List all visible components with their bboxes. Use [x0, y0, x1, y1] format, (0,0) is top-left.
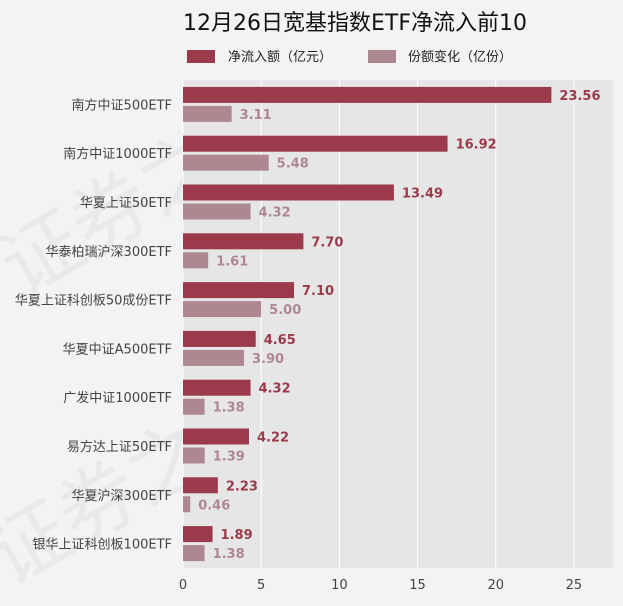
bar-net-inflow — [183, 86, 552, 103]
bar-share-change — [183, 105, 232, 122]
value-label: 3.90 — [252, 352, 284, 367]
legend-label-net-inflow: 净流入额（亿元） — [228, 50, 332, 65]
value-label: 4.32 — [259, 206, 291, 221]
value-label: 3.11 — [240, 108, 272, 123]
value-label: 1.38 — [213, 547, 245, 562]
x-tick-label: 20 — [487, 578, 504, 593]
category-label: 华夏中证A500ETF — [63, 342, 172, 357]
bar-share-change — [183, 496, 191, 513]
bar-net-inflow — [183, 526, 213, 543]
value-label: 5.48 — [277, 157, 309, 172]
value-label: 7.10 — [302, 284, 334, 299]
bar-share-change — [183, 398, 205, 415]
category-label: 华夏上证50ETF — [80, 196, 172, 211]
bar-net-inflow — [183, 428, 249, 445]
category-label: 易方达上证50ETF — [67, 439, 172, 455]
value-label: 5.00 — [269, 303, 301, 318]
category-labels: 南方中证500ETF 南方中证1000ETF 华夏上证50ETF 华泰柏瑞沪深300E… — [15, 97, 172, 552]
value-label: 4.32 — [259, 382, 291, 397]
bar-share-change — [183, 447, 205, 464]
bar-share-change — [183, 252, 209, 269]
legend: 净流入额（亿元） 份额变化（亿份） — [187, 49, 512, 65]
value-label: 1.89 — [221, 528, 253, 543]
legend-swatch-share-change — [368, 50, 396, 63]
bar-net-inflow — [183, 330, 256, 347]
x-tick-label: 0 — [179, 578, 187, 593]
bar-share-change — [183, 154, 269, 171]
x-tick-label: 5 — [257, 578, 265, 593]
bar-share-change — [183, 349, 244, 366]
x-tick-label: 10 — [331, 578, 348, 593]
category-label: 华泰柏瑞沪深300ETF — [46, 244, 172, 260]
x-axis-ticks: 0 5 10 15 20 25 — [179, 578, 582, 593]
value-label: 0.46 — [198, 498, 230, 513]
value-label: 1.61 — [216, 254, 248, 269]
bar-net-inflow — [183, 477, 218, 494]
bar-net-inflow — [183, 282, 295, 299]
bar-share-change — [183, 301, 262, 318]
value-label: 13.49 — [402, 187, 443, 202]
bar-share-change — [183, 203, 251, 220]
x-tick-label: 15 — [409, 578, 426, 593]
x-tick-label: 25 — [566, 578, 583, 593]
chart-title: 12月26日宽基指数ETF净流入前10 — [183, 11, 527, 36]
value-label: 4.65 — [264, 333, 296, 348]
value-label: 4.22 — [257, 431, 289, 446]
value-label: 16.92 — [456, 138, 497, 153]
bar-net-inflow — [183, 379, 251, 396]
legend-label-share-change: 份额变化（亿份） — [408, 49, 512, 65]
category-label: 南方中证1000ETF — [63, 146, 172, 162]
category-label: 南方中证500ETF — [72, 97, 172, 113]
category-label: 广发中证1000ETF — [63, 390, 172, 406]
category-label: 华夏沪深300ETF — [72, 488, 172, 504]
value-labels: 23.56 3.11 16.92 5.48 13.49 4.32 7.70 1.61 7.105… — [198, 89, 600, 562]
value-label: 1.39 — [213, 450, 245, 465]
bar-net-inflow — [183, 233, 304, 250]
legend-swatch-net-inflow — [187, 50, 215, 63]
bar-share-change — [183, 545, 205, 562]
value-label: 23.56 — [559, 89, 600, 104]
bar-net-inflow — [183, 184, 394, 201]
bar-net-inflow — [183, 135, 448, 152]
category-label: 银华上证科创板100ETF — [33, 538, 172, 553]
value-label: 1.38 — [213, 401, 245, 416]
category-label: 华夏上证科创板50成份ETF — [15, 294, 172, 309]
plot-area — [183, 80, 613, 568]
bars — [183, 86, 552, 562]
value-label: 2.23 — [226, 479, 258, 494]
value-label: 7.70 — [311, 235, 343, 250]
